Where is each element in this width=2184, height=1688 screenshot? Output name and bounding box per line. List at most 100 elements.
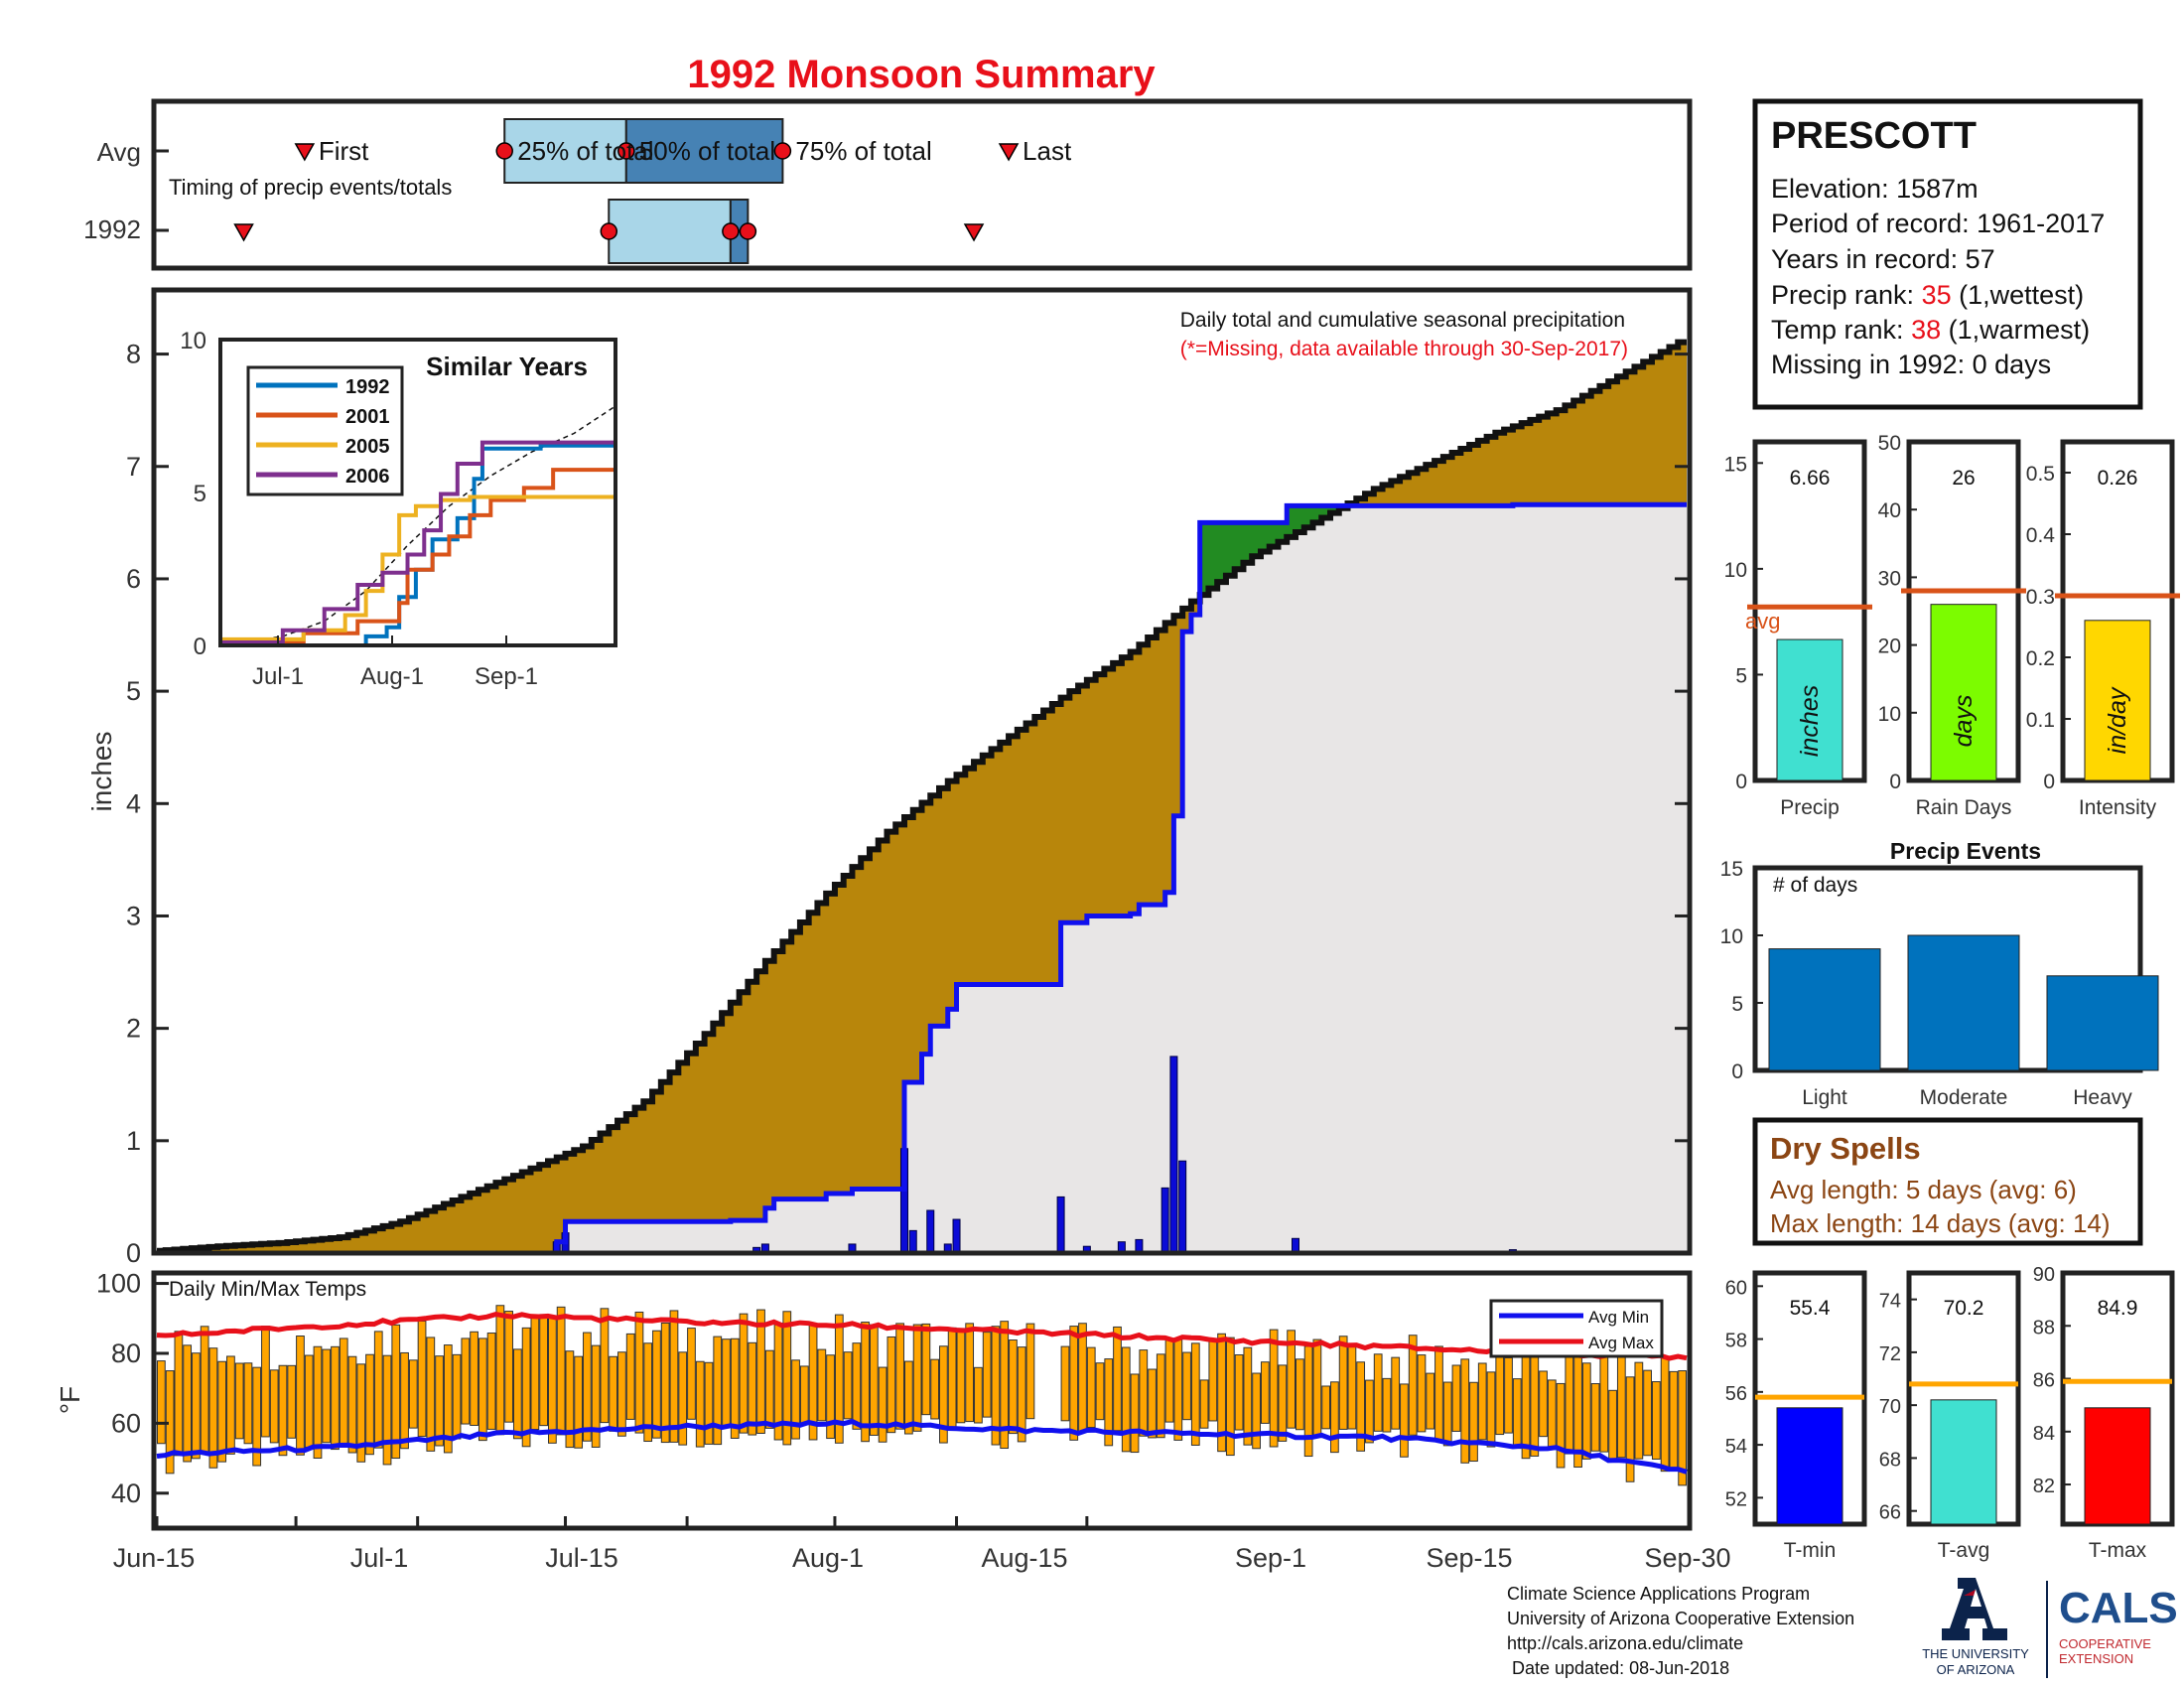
daily-temp-bar xyxy=(739,1313,749,1434)
daily-temp-bar xyxy=(1269,1329,1279,1448)
inset-marks xyxy=(219,405,617,647)
dry-spells-title: Dry Spells xyxy=(1770,1131,1921,1166)
events-bar-1 xyxy=(1907,934,2020,1071)
timing-last-marker xyxy=(963,223,985,242)
daily-temp-bar xyxy=(1434,1345,1443,1442)
events-category-label: Heavy xyxy=(2073,1086,2132,1109)
daily-temp-bar xyxy=(548,1316,557,1444)
temp-y-label: °F xyxy=(55,1386,85,1414)
precip-ytick-label: 1 xyxy=(126,1126,141,1156)
daily-temp-bar xyxy=(1460,1358,1470,1464)
daily-temp-bar xyxy=(1556,1382,1566,1469)
daily-temp-bar xyxy=(1608,1389,1617,1463)
daily-temp-bar xyxy=(1000,1321,1010,1450)
daily-temp-bar xyxy=(956,1328,966,1424)
station-period: Period of record: 1961-2017 xyxy=(1771,209,2105,238)
daily-temp-bar xyxy=(921,1323,931,1416)
ua-logo: THE UNIVERSITY OF ARIZONA xyxy=(1922,1578,2048,1678)
legend-label-2006: 2006 xyxy=(345,466,390,488)
summary-label-0: Precip xyxy=(1780,796,1840,819)
daily-temp-bar xyxy=(574,1355,584,1449)
daily-temp-bar xyxy=(183,1344,193,1463)
daily-temp-bar xyxy=(1391,1356,1401,1430)
similar-year-line-2001 xyxy=(220,467,617,644)
timing-last-label: Last xyxy=(1023,136,1072,166)
daily-temp-bar xyxy=(1643,1369,1652,1457)
daily-temp-bar xyxy=(609,1355,618,1432)
summary-ytick-label: 15 xyxy=(1724,453,1747,476)
summary-unit-0: inches xyxy=(1796,685,1824,757)
daily-temp-bar xyxy=(1295,1358,1304,1431)
legend-label-2001: 2001 xyxy=(345,406,390,428)
timing-first-label: First xyxy=(319,136,369,166)
daily-temp-bar xyxy=(722,1338,731,1427)
daily-temp-bar xyxy=(695,1360,705,1448)
daily-temp-bar xyxy=(669,1310,679,1443)
daily-temp-bar xyxy=(322,1348,332,1444)
ua-a-accent xyxy=(1964,1590,1976,1596)
station-info-box: PRESCOTT Elevation: 1587m Period of reco… xyxy=(1752,98,2143,410)
summary-ytick-label: 30 xyxy=(1878,567,1901,590)
daily-temp-bar xyxy=(1539,1370,1548,1438)
summary-label-1: Rain Days xyxy=(1916,796,2012,819)
timing-label: Timing of precip events/totals xyxy=(169,175,452,200)
daily-temp-bar xyxy=(1121,1346,1131,1453)
temp-summary-label-1: T-avg xyxy=(1938,1539,1990,1562)
events-ytick-label: 5 xyxy=(1731,993,1743,1016)
temp-y-axis: 40 60 80 100 xyxy=(96,1269,169,1508)
precip-ytick-label: 5 xyxy=(126,676,141,706)
temp-summary-ytick-label: 68 xyxy=(1879,1449,1901,1471)
cumulative-base-area xyxy=(157,504,1687,1253)
daily-temp-bar xyxy=(617,1351,626,1437)
legend-label-avg-min: Avg Min xyxy=(1588,1308,1649,1327)
timing-panel: Avg 1992 Timing of precip events/totals … xyxy=(83,98,1693,271)
similar-years-inset: Similar Years 10 5 0 Jul-1 Aug-1 Sep-1 1… xyxy=(180,328,617,690)
daily-temp-bar xyxy=(939,1345,948,1444)
daily-temp-bar xyxy=(1338,1336,1348,1430)
events-ytick-label: 0 xyxy=(1731,1060,1743,1083)
precip-ytick-label: 8 xyxy=(126,340,141,369)
temp-summary-value-0: 55.4 xyxy=(1790,1297,1831,1320)
events-ytick-label: 15 xyxy=(1720,858,1743,881)
events-category-label: Light xyxy=(1802,1086,1847,1109)
daily-temp-bar xyxy=(1243,1346,1253,1446)
summary-value-2: 0.26 xyxy=(2098,467,2138,490)
daily-temp-bar xyxy=(600,1308,610,1424)
timing-percentile-marker xyxy=(495,142,513,160)
temp-summary-ytick-label: 58 xyxy=(1725,1331,1747,1352)
summary-bars: 0 5 10 15 6.66 inches Precip avg 0 10 20 30 40 50 26 da… xyxy=(1724,432,2180,819)
daily-temp-bar xyxy=(261,1326,270,1438)
daily-temp-bar xyxy=(974,1366,983,1424)
dry-spells-box: Dry Spells Avg length: 5 days (avg: 6) M… xyxy=(1752,1117,2143,1246)
daily-temp-bar xyxy=(486,1333,496,1430)
timing-row-year: 1992 xyxy=(83,214,141,244)
temp-summary-bar-1 xyxy=(1930,1399,1997,1525)
temp-summary-bar-2 xyxy=(2084,1407,2151,1525)
daily-temp-bar xyxy=(174,1331,184,1457)
daily-temp-bar xyxy=(1173,1337,1183,1441)
daily-temp-bar xyxy=(1521,1343,1531,1460)
daily-temp-bar xyxy=(1278,1364,1288,1442)
daily-temp-bar xyxy=(799,1365,809,1426)
figure-title: 1992 Monsoon Summary xyxy=(687,53,1156,96)
daily-temp-bar xyxy=(1190,1342,1200,1446)
station-missing: Missing in 1992: 0 days xyxy=(1771,350,2051,379)
summary-ytick-label: 0 xyxy=(2043,771,2055,793)
daily-temp-bar xyxy=(1625,1376,1635,1482)
temp-summary-ytick-label: 72 xyxy=(1879,1343,1901,1365)
daily-temp-bar xyxy=(408,1359,418,1429)
daily-temp-bar xyxy=(461,1337,471,1425)
daily-temp-bar xyxy=(1078,1323,1087,1433)
daily-temp-bar xyxy=(912,1324,922,1432)
summary-avg-label: avg xyxy=(1745,609,1780,633)
xtick-jul1: Jul-1 xyxy=(350,1543,409,1573)
daily-precip-bar xyxy=(1056,1196,1065,1254)
daily-temp-bar xyxy=(192,1352,201,1460)
daily-temp-bar xyxy=(217,1360,227,1463)
daily-temp-bar xyxy=(878,1366,887,1443)
date-axis: Jun-15 Jul-1 Jul-15 Aug-1 Aug-15 Sep-1 S… xyxy=(113,1543,1731,1573)
daily-temp-bar xyxy=(331,1345,340,1451)
temp-ytick-label: 80 xyxy=(111,1338,141,1368)
events-category-label: Moderate xyxy=(1920,1086,2008,1109)
timing-25-label: 25% of total xyxy=(517,136,653,166)
